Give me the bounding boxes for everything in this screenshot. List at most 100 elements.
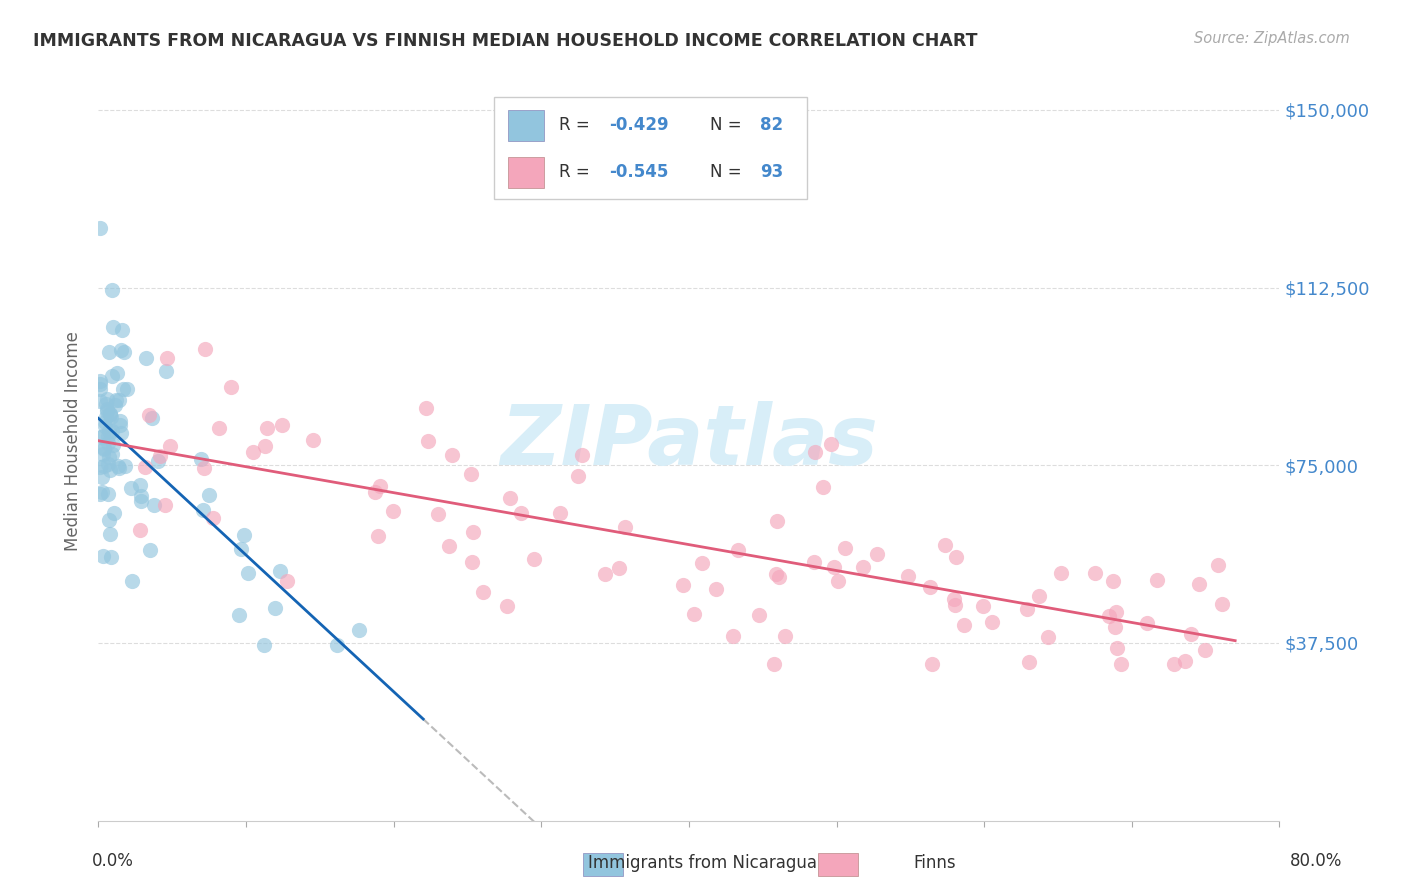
- Point: [1050, 566, 1073, 581]
- Point: [103, 506, 125, 520]
- Point: [852, 560, 875, 574]
- Point: [238, 566, 260, 581]
- Point: [461, 555, 484, 569]
- Text: N =: N =: [710, 163, 747, 181]
- Point: [94, 409, 117, 424]
- Point: [96, 392, 118, 407]
- Point: [276, 574, 298, 588]
- Point: [96, 404, 118, 418]
- Point: [613, 520, 636, 534]
- Point: [953, 617, 976, 632]
- Point: [105, 393, 128, 408]
- Point: [91, 484, 114, 499]
- Point: [827, 574, 849, 589]
- Point: [510, 506, 533, 520]
- Point: [1104, 620, 1126, 634]
- Point: [382, 504, 405, 518]
- Point: [683, 607, 706, 621]
- Bar: [508, 157, 544, 187]
- Point: [671, 578, 693, 592]
- Point: [920, 580, 942, 594]
- Point: [97, 429, 120, 443]
- Point: [1038, 630, 1060, 644]
- Point: [460, 467, 482, 482]
- Point: [811, 480, 834, 494]
- Point: [1208, 558, 1230, 572]
- Point: [129, 477, 152, 491]
- Point: [98, 345, 121, 359]
- Point: [463, 524, 485, 539]
- Point: [1188, 577, 1211, 591]
- Point: [242, 445, 264, 459]
- Point: [727, 542, 749, 557]
- Point: [193, 461, 215, 475]
- Point: [1105, 640, 1128, 655]
- Point: [121, 574, 143, 588]
- Point: [254, 440, 277, 454]
- Point: [93, 442, 115, 456]
- Text: -0.429: -0.429: [609, 116, 668, 135]
- Point: [721, 628, 744, 642]
- Point: [1017, 602, 1039, 616]
- Point: [138, 408, 160, 422]
- Point: [1194, 642, 1216, 657]
- Point: [367, 529, 389, 543]
- Text: 80.0%: 80.0%: [1291, 852, 1343, 870]
- Point: [149, 449, 172, 463]
- Point: [945, 549, 967, 564]
- Point: [94, 418, 117, 433]
- Point: [1018, 655, 1040, 669]
- Point: [471, 585, 494, 599]
- Text: N =: N =: [710, 116, 747, 135]
- Text: Immigrants from Nicaragua: Immigrants from Nicaragua: [589, 854, 817, 871]
- Point: [110, 343, 132, 357]
- Point: [418, 434, 440, 449]
- Point: [208, 421, 231, 435]
- Point: [156, 351, 179, 365]
- Point: [100, 407, 122, 421]
- Point: [773, 629, 796, 643]
- Point: [1098, 609, 1121, 624]
- Point: [107, 460, 129, 475]
- Point: [98, 463, 121, 477]
- Text: 93: 93: [759, 163, 783, 181]
- Point: [270, 418, 292, 433]
- Point: [1028, 589, 1050, 603]
- Point: [943, 598, 966, 612]
- Point: [302, 434, 325, 448]
- Point: [98, 527, 121, 541]
- Point: [94, 415, 117, 429]
- Point: [91, 447, 114, 461]
- Point: [934, 538, 956, 552]
- Point: [1163, 657, 1185, 672]
- Point: [609, 561, 631, 575]
- Point: [1084, 566, 1107, 580]
- FancyBboxPatch shape: [494, 96, 807, 199]
- Point: [134, 459, 156, 474]
- Point: [980, 615, 1002, 629]
- Point: [567, 469, 589, 483]
- Text: R =: R =: [560, 163, 595, 181]
- Point: [91, 470, 114, 484]
- Point: [120, 482, 142, 496]
- Point: [111, 382, 134, 396]
- Point: [98, 450, 121, 465]
- Point: [97, 487, 120, 501]
- Point: [100, 550, 122, 565]
- Point: [129, 489, 152, 503]
- Point: [146, 453, 169, 467]
- Text: 0.0%: 0.0%: [91, 852, 134, 870]
- Point: [194, 342, 217, 356]
- Point: [117, 383, 139, 397]
- Point: [495, 599, 517, 614]
- Point: [427, 507, 450, 521]
- Point: [972, 599, 994, 613]
- Point: [89, 487, 111, 501]
- Point: [91, 549, 114, 564]
- Point: [942, 591, 965, 606]
- Point: [100, 368, 122, 383]
- Point: [1180, 627, 1202, 641]
- Point: [129, 524, 152, 538]
- Point: [89, 393, 111, 408]
- Point: [803, 555, 825, 569]
